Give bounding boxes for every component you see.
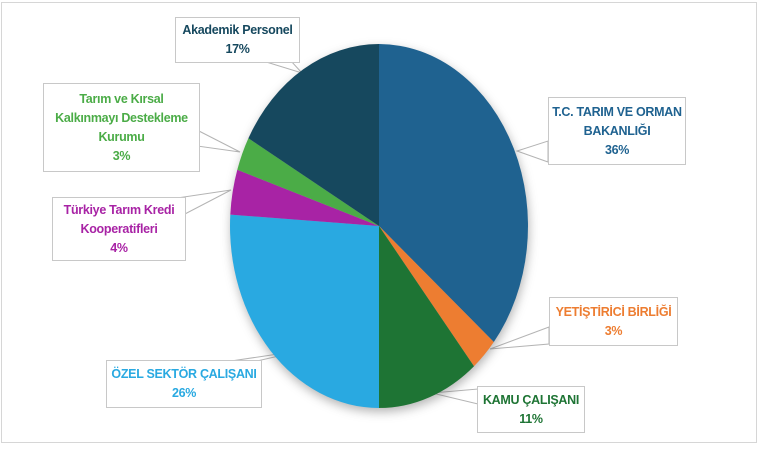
leader-wedge-1: [515, 140, 549, 163]
pie-slices: [230, 44, 528, 408]
pie-slice-7: [248, 44, 379, 226]
callout-percent: 26%: [171, 386, 197, 400]
callout-label-line: BAKANLIĞI: [583, 123, 651, 138]
callout-label-line: Akademik Personel: [182, 23, 293, 37]
callout-percent: 3%: [112, 148, 131, 163]
callout-ozel-sektor-calisani: ÖZEL SEKTÖR ÇALIŞANI 26%: [106, 360, 262, 408]
callout-percent: 11%: [519, 411, 543, 426]
callout-label-line: ÖZEL SEKTÖR ÇALIŞANI: [111, 367, 257, 381]
callout-tarim-ve-kirsal-kalkinmayi-destekleme-kurumu: Tarım ve Kırsal Kalkınmayı Destekleme Ku…: [43, 83, 200, 172]
pie-slice-2: [379, 226, 494, 367]
pie-slice-6: [237, 138, 379, 226]
callout-label-line: YETİŞTİRİCİ BİRLİĞİ: [555, 304, 672, 319]
pie-slice-1: [379, 44, 528, 342]
callout-percent: 17%: [225, 42, 250, 56]
pie-slice-4: [230, 214, 379, 408]
callout-label-line: T.C. TARIM VE ORMAN: [552, 104, 682, 119]
callout-percent: 36%: [604, 142, 630, 157]
callout-kamu-calisani: KAMU ÇALIŞANI 11%: [477, 386, 585, 433]
callout-yetistirici-birligi: YETİŞTİRİCİ BİRLİĞİ 3%: [549, 297, 678, 346]
callout-percent: 3%: [604, 323, 623, 338]
callout-percent: 4%: [110, 240, 128, 255]
pie-slice-5: [230, 169, 379, 226]
pie-slice-3: [379, 226, 474, 408]
callout-akademik-personel: Akademik Personel 17%: [175, 17, 300, 63]
callout-label-line: Tarım ve Kırsal: [79, 91, 164, 106]
callout-label-line: Türkiye Tarım Kredi: [63, 202, 175, 217]
callout-label-line: KAMU ÇALIŞANI: [482, 392, 580, 407]
callout-turkiye-tarim-kredi-kooperatifleri: Türkiye Tarım Kredi Kooperatifleri 4%: [52, 197, 186, 261]
callout-label-line: Kalkınmayı Destekleme: [55, 110, 188, 125]
callout-tc-tarim-ve-orman-bakanligi: T.C. TARIM VE ORMAN BAKANLIĞI 36%: [548, 97, 686, 165]
leader-wedge-6: [196, 129, 241, 153]
callout-label-line: Kooperatifleri: [80, 221, 158, 236]
callout-label-line: Kurumu: [98, 129, 145, 144]
